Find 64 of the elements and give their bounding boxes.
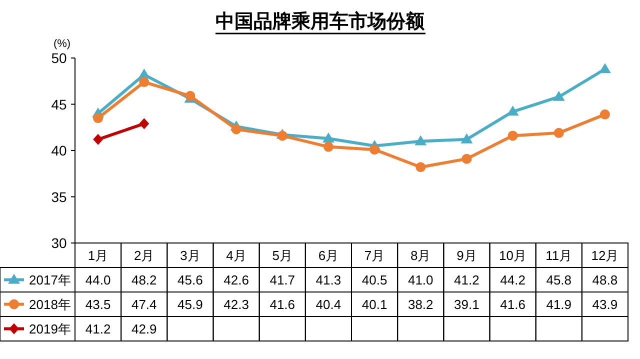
data-label: 42.3 [224,296,249,312]
data-label: 41.2 [85,321,111,336]
data-label: 45.9 [178,296,203,312]
data-label: 39.1 [454,296,480,312]
data-label: 45.6 [178,272,203,288]
x-tick-label: 2月 [134,248,154,263]
legend-label: 2017年 [29,272,71,288]
data-label: 40.4 [316,296,342,312]
point [370,144,380,155]
data-label: 41.6 [500,296,526,312]
point [460,133,473,144]
data-label: 41.0 [408,272,434,288]
data-label: 38.2 [408,296,434,312]
legend-label: 2019年 [29,321,71,336]
data-label: 43.9 [592,296,618,312]
data-label: 40.1 [362,296,388,312]
data-label: 47.4 [131,296,157,312]
point [93,134,104,145]
data-label: 42.6 [224,272,249,288]
x-tick-label: 10月 [499,248,527,263]
point [554,128,564,138]
data-label: 41.6 [270,296,296,312]
point [139,77,150,88]
x-tick-label: 5月 [272,248,292,263]
point [462,154,472,164]
data-label: 44.0 [85,272,111,288]
y-tick-label: 45 [51,96,67,112]
data-label: 48.8 [592,272,618,288]
y-tick-label: 35 [51,188,67,205]
y-axis-title: (%) [53,38,71,50]
point [508,130,518,141]
data-label: 48.2 [131,272,157,288]
data-label: 41.3 [316,272,342,288]
data-label: 43.5 [85,296,111,312]
data-label: 41.9 [546,296,572,312]
data-label: 41.2 [454,272,480,288]
point [139,118,150,130]
x-tick-label: 9月 [456,248,477,263]
point [323,142,334,152]
y-tick-label: 50 [51,50,67,66]
point [414,135,427,146]
data-label: 44.2 [500,272,526,288]
x-tick-label: 3月 [180,248,200,263]
x-tick-label: 8月 [410,248,431,263]
legend-label: 2018年 [29,296,71,312]
x-tick-label: 4月 [226,248,246,263]
data-label: 41.7 [270,272,296,288]
point [231,124,242,134]
x-tick-label: 1月 [88,248,108,263]
data-label: 42.9 [131,321,157,336]
point [322,132,334,142]
x-tick-label: 6月 [318,248,339,263]
x-tick-label: 12月 [591,248,619,263]
data-label: 45.8 [546,272,572,288]
x-tick-label: 11月 [546,248,572,263]
point [600,109,610,120]
point [93,113,104,124]
y-tick-label: 40 [51,142,67,158]
point [416,162,426,172]
data-label: 40.5 [362,272,388,288]
point [552,90,565,101]
x-tick-label: 7月 [364,248,385,263]
y-tick-label: 30 [51,235,67,251]
chart-title: 中国品牌乘用车市场份额 [216,10,426,32]
